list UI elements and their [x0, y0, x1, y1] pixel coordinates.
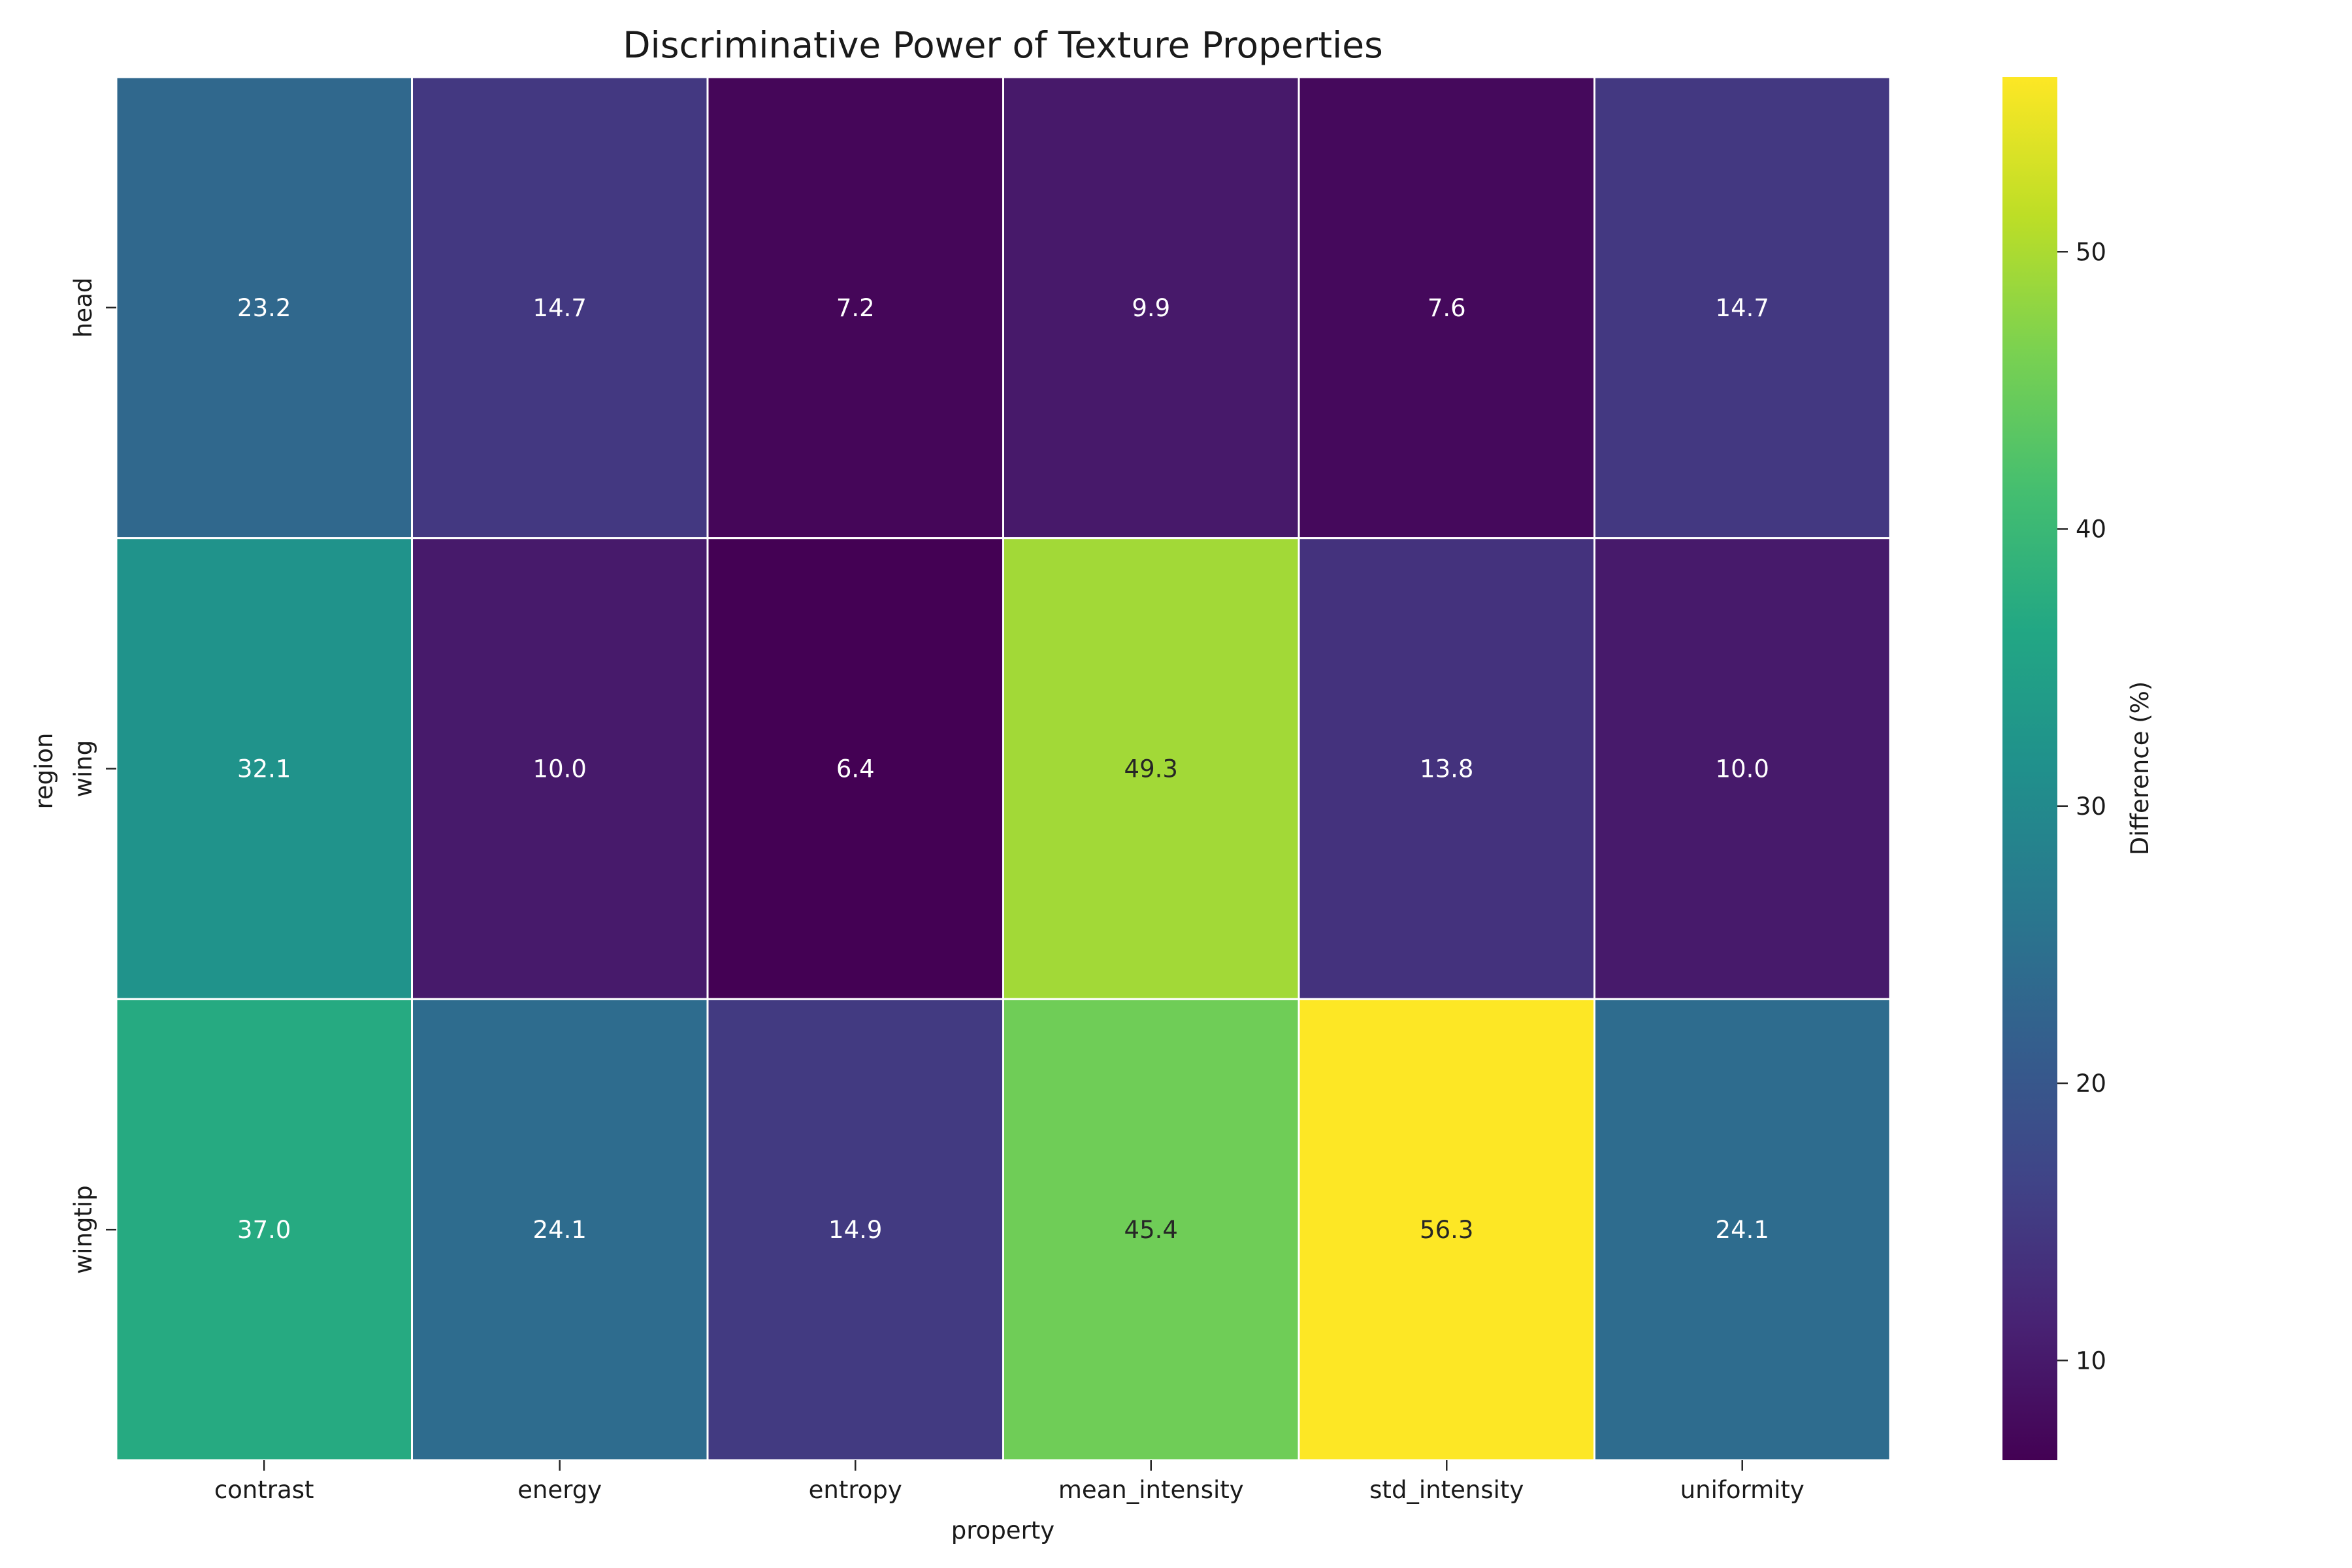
- heatmap-cell: [411, 998, 709, 1462]
- colorbar-label: Difference (%): [2126, 681, 2154, 856]
- cell-value-label: 6.4: [836, 755, 875, 783]
- heatmap-cell-labels: 23.2 14.7 7.2 9.9 7.6 14.7 32.1 10.0 6.4 49.3 13.8…: [237, 294, 1769, 1244]
- colorbar-ticks: 10 20 30 40 50: [2057, 238, 2106, 1375]
- heatmap-cell: [1002, 998, 1300, 1462]
- heatmap-cell: [115, 76, 413, 540]
- y-axis-label: region: [30, 732, 58, 809]
- x-tick-label: std_intensity: [1369, 1476, 1524, 1504]
- colorbar-tick-label: 30: [2076, 792, 2106, 821]
- cell-value-label: 13.8: [1420, 755, 1473, 783]
- cell-value-label: 49.3: [1124, 755, 1178, 783]
- cell-value-label: 7.2: [836, 294, 875, 322]
- cell-value-label: 10.0: [1716, 755, 1769, 783]
- y-tick-label: wingtip: [69, 1185, 97, 1274]
- cell-value-label: 14.7: [533, 294, 587, 322]
- cell-value-label: 7.6: [1428, 294, 1466, 322]
- heatmap-cell: [115, 537, 413, 1000]
- cell-value-label: 45.4: [1124, 1216, 1178, 1244]
- cell-value-label: 23.2: [237, 294, 291, 322]
- heatmap-cells: [115, 76, 1891, 1462]
- heatmap-cell: [1593, 998, 1891, 1462]
- cell-value-label: 56.3: [1420, 1216, 1473, 1244]
- heatmap-cell: [411, 76, 709, 540]
- heatmap-cell: [411, 537, 709, 1000]
- x-tick-label: contrast: [214, 1476, 314, 1504]
- cell-value-label: 37.0: [237, 1216, 291, 1244]
- cell-value-label: 9.9: [1132, 294, 1170, 322]
- x-tick-label: entropy: [809, 1476, 902, 1504]
- colorbar-gradient: [2002, 77, 2057, 1460]
- x-tick-label: energy: [517, 1476, 602, 1504]
- heatmap-cell: [115, 998, 413, 1462]
- chart-title: Discriminative Power of Texture Properti…: [623, 24, 1383, 66]
- heatmap-cell: [1593, 76, 1891, 540]
- colorbar-tick-label: 50: [2076, 238, 2106, 266]
- colorbar: 10 20 30 40 50 Difference (%): [2002, 77, 2154, 1460]
- colorbar-tick-label: 40: [2076, 515, 2106, 544]
- y-axis: head wing wingtip: [69, 278, 116, 1274]
- heatmap-cell: [1593, 537, 1891, 1000]
- y-tick-label: wing: [69, 740, 97, 797]
- cell-value-label: 24.1: [533, 1216, 587, 1244]
- heatmap-cell: [1002, 537, 1300, 1000]
- heatmap-cell: [1002, 76, 1300, 540]
- cell-value-label: 14.9: [828, 1216, 882, 1244]
- heatmap-cell: [1298, 998, 1595, 1462]
- y-tick-label: head: [69, 278, 97, 338]
- heatmap-cell: [706, 537, 1004, 1000]
- x-axis: contrast energy entropy mean_intensity std_i…: [214, 1460, 1805, 1504]
- x-tick-label: mean_intensity: [1058, 1476, 1244, 1504]
- cell-value-label: 32.1: [237, 755, 291, 783]
- cell-value-label: 10.0: [533, 755, 587, 783]
- x-tick-label: uniformity: [1680, 1476, 1805, 1504]
- cell-value-label: 14.7: [1716, 294, 1769, 322]
- colorbar-tick-label: 20: [2076, 1070, 2106, 1098]
- heatmap-cell: [706, 998, 1004, 1462]
- cell-value-label: 24.1: [1716, 1216, 1769, 1244]
- colorbar-tick-label: 10: [2076, 1347, 2106, 1375]
- heatmap-cell: [706, 76, 1004, 540]
- x-axis-label: property: [951, 1516, 1054, 1544]
